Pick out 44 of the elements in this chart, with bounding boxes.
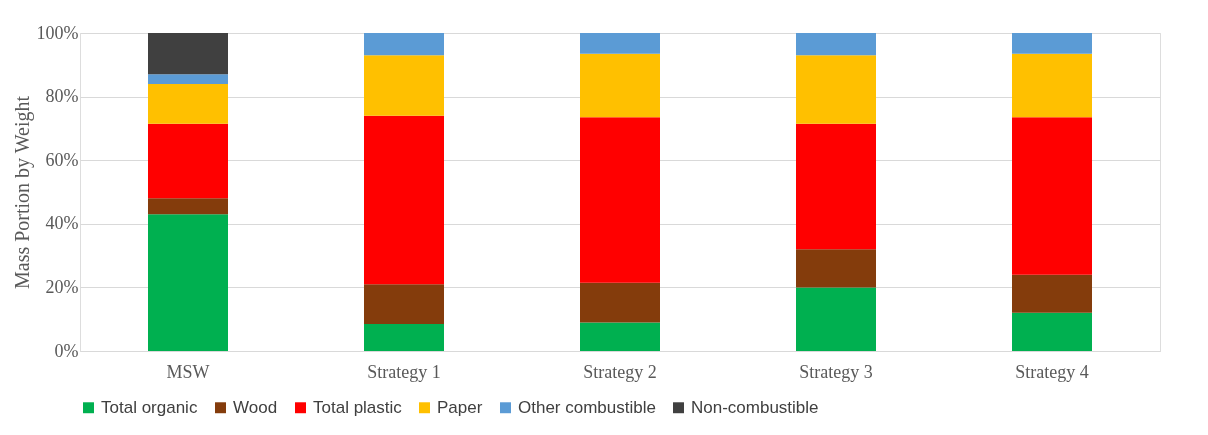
y-tick-label: 0%: [54, 340, 79, 361]
bar: [148, 33, 228, 75]
y-axis-title: Mass Portion by Weight: [10, 95, 34, 290]
x-tick-label: Strategy 3: [799, 361, 873, 382]
x-tick-label: Strategy 1: [367, 361, 441, 382]
bar: [580, 33, 660, 54]
bar: [796, 33, 876, 56]
bar: [1012, 53, 1092, 118]
bar: [580, 322, 660, 351]
y-tick-label: 40%: [45, 213, 79, 234]
y-tick-label: 60%: [45, 149, 79, 170]
bar: [796, 287, 876, 351]
bar: [1012, 117, 1092, 275]
x-tick-label: MSW: [166, 361, 210, 382]
bar: [364, 55, 444, 116]
bar: [580, 117, 660, 283]
bar: [580, 53, 660, 118]
y-tick-label: 100%: [36, 22, 79, 43]
bar: [148, 214, 228, 351]
legend-label: Total organic: [101, 397, 198, 417]
x-tick-label: Strategy 4: [1015, 361, 1089, 382]
bar: [796, 55, 876, 124]
bar: [148, 74, 228, 84]
legend-label: Paper: [437, 397, 483, 417]
bar: [1012, 274, 1092, 313]
bar: [148, 83, 228, 124]
legend-label: Non-combustible: [691, 397, 819, 417]
legend-label: Other combustible: [518, 397, 656, 417]
y-tick-label: 80%: [45, 86, 79, 107]
y-tick-label: 20%: [45, 276, 79, 297]
bar: [580, 282, 660, 323]
bar: [1012, 33, 1092, 54]
legend-label: Total plastic: [313, 397, 403, 417]
bar: [796, 123, 876, 250]
bar: [364, 284, 444, 324]
legend-label: Wood: [233, 397, 278, 417]
bar: [364, 323, 444, 351]
bar: [148, 123, 228, 199]
bar: [364, 33, 444, 56]
x-tick-label: Strategy 2: [583, 361, 657, 382]
bar: [1012, 312, 1092, 351]
bar: [796, 249, 876, 288]
bar: [148, 198, 228, 215]
bar: [364, 115, 444, 285]
